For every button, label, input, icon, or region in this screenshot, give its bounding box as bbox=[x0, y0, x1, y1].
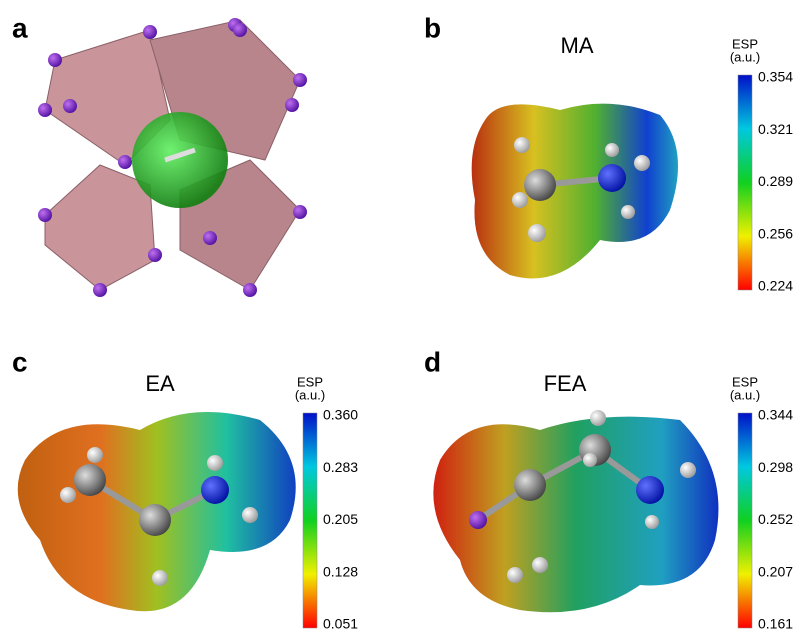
colorbar-tick-label: 0.161 bbox=[758, 616, 793, 632]
colorbar-tick-label: 0.252 bbox=[758, 511, 793, 527]
colorbar bbox=[738, 413, 752, 628]
colorbar-tick-label: 0.298 bbox=[758, 459, 793, 475]
panel-label: c bbox=[12, 346, 28, 377]
colorbar-tick-label: 0.207 bbox=[758, 563, 793, 579]
panel-label: a bbox=[12, 12, 28, 43]
panel-title: FEA bbox=[544, 371, 587, 396]
panel-title: MA bbox=[561, 33, 594, 58]
colorbar-unit: (a.u.) bbox=[295, 387, 325, 402]
colorbar-tick-label: 0.256 bbox=[758, 225, 793, 241]
figure: abMAESP(a.u.)0.3540.3210.2890.2560.224cE… bbox=[0, 0, 808, 635]
colorbar-tick-label: 0.283 bbox=[323, 459, 358, 475]
colorbar-tick-label: 0.360 bbox=[323, 407, 358, 423]
colorbar-tick-label: 0.128 bbox=[323, 563, 358, 579]
panel-label: d bbox=[424, 346, 441, 377]
colorbar-tick-label: 0.321 bbox=[758, 121, 793, 137]
colorbar bbox=[303, 413, 317, 628]
colorbar-tick-label: 0.205 bbox=[323, 511, 358, 527]
colorbar-unit: (a.u.) bbox=[730, 387, 760, 402]
colorbar-tick-label: 0.224 bbox=[758, 278, 793, 294]
colorbar-unit: (a.u.) bbox=[730, 49, 760, 64]
ea-esp-surface bbox=[18, 412, 296, 611]
colorbar bbox=[738, 75, 752, 290]
panel-title: EA bbox=[145, 371, 175, 396]
panel-label: b bbox=[424, 12, 441, 43]
fea-esp-surface bbox=[433, 410, 718, 612]
perovskite-structure bbox=[38, 18, 307, 297]
colorbar-tick-label: 0.354 bbox=[758, 69, 793, 85]
colorbar-tick-label: 0.344 bbox=[758, 407, 793, 423]
colorbar-tick-label: 0.289 bbox=[758, 173, 793, 189]
colorbar-tick-label: 0.051 bbox=[323, 616, 358, 632]
ma-esp-surface bbox=[472, 104, 678, 279]
